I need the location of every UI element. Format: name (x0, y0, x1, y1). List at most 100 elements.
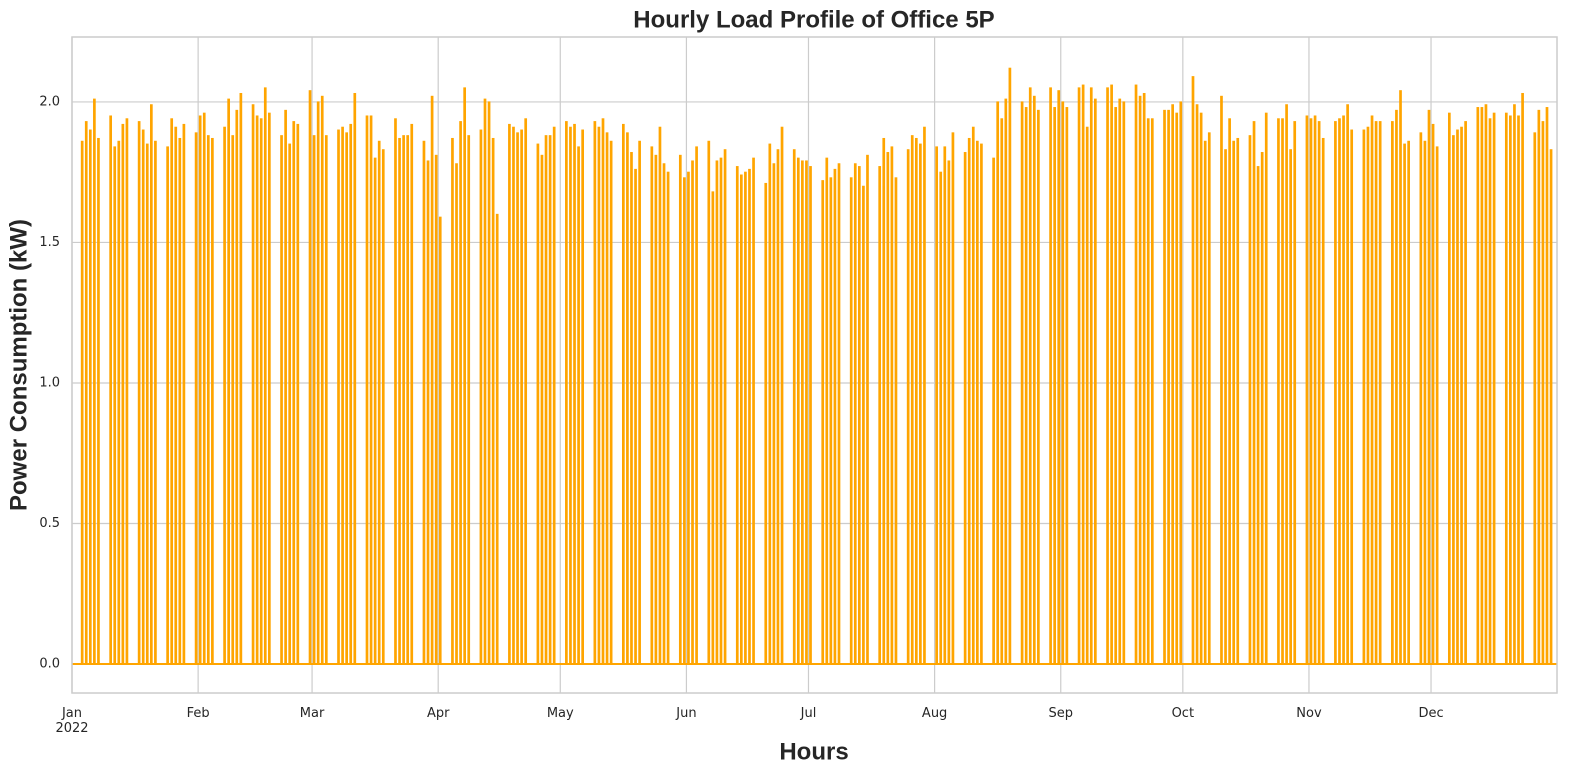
bar (943, 146, 947, 665)
bar (1289, 149, 1293, 665)
bar (971, 126, 975, 665)
bar (1089, 87, 1093, 665)
bar (1447, 112, 1451, 665)
bar (251, 104, 255, 665)
bar (1203, 140, 1207, 665)
bar (1391, 121, 1394, 665)
x-tick-label: Mar (300, 706, 325, 721)
bar (174, 126, 178, 665)
bar (455, 163, 458, 665)
bar (263, 87, 267, 665)
bar (739, 174, 743, 665)
y-tick-label: 0.0 (39, 657, 60, 672)
bar (1134, 84, 1138, 665)
bar (890, 146, 894, 665)
bar (1513, 104, 1516, 665)
bar (935, 146, 939, 665)
bar (638, 140, 641, 665)
bar (255, 115, 259, 665)
bar (231, 135, 235, 665)
bar (621, 123, 625, 665)
bar (829, 177, 833, 665)
plot-frame (71, 36, 1558, 694)
bar (780, 126, 784, 665)
bar (337, 129, 340, 665)
bar (947, 160, 951, 665)
bar (487, 101, 491, 665)
bar (1545, 107, 1549, 665)
bar (369, 115, 373, 665)
bar (422, 140, 426, 665)
bar (1163, 109, 1166, 665)
bar (1317, 121, 1321, 665)
bar (349, 123, 353, 665)
bar (967, 137, 971, 665)
bar (1248, 135, 1252, 665)
bar (939, 171, 943, 665)
bar (80, 140, 84, 665)
bar (837, 163, 841, 665)
bar (833, 168, 837, 665)
bar (992, 157, 995, 665)
bar (296, 123, 300, 665)
bar (1504, 112, 1508, 665)
bar (109, 115, 113, 665)
bar (666, 171, 670, 665)
bar (1435, 146, 1439, 665)
bar (687, 171, 690, 665)
bar (288, 143, 292, 665)
bar (227, 98, 231, 665)
bar (801, 160, 804, 665)
bar (1175, 112, 1179, 665)
bar (1179, 101, 1183, 665)
bar (853, 163, 857, 665)
bar (1053, 107, 1057, 665)
bar (878, 166, 882, 665)
bar (536, 143, 540, 665)
bar (459, 121, 462, 665)
bar (882, 137, 886, 665)
bar (1191, 76, 1195, 665)
bar (341, 126, 344, 665)
bar (202, 112, 206, 665)
bar (573, 123, 576, 665)
bar (1403, 143, 1406, 665)
bar (137, 121, 141, 665)
bar (483, 98, 487, 665)
bar (1488, 118, 1492, 665)
bar (1236, 137, 1240, 665)
bar (923, 126, 926, 665)
bar (1008, 67, 1012, 665)
bar (1024, 107, 1028, 665)
bar (975, 140, 979, 665)
bar (1028, 87, 1032, 665)
bar (1114, 107, 1118, 665)
bar (626, 132, 629, 665)
x-tick-label: Oct (1172, 706, 1194, 721)
bar (1423, 140, 1427, 665)
x-tick-label: Jun (675, 706, 696, 721)
bar (239, 92, 243, 665)
bar (1374, 121, 1378, 665)
bar (719, 157, 723, 665)
bar (154, 140, 157, 665)
bar (1252, 121, 1256, 665)
bar (597, 126, 601, 665)
bar (1150, 118, 1154, 665)
bar (1224, 149, 1227, 665)
chart-title: Hourly Load Profile of Office 5P (633, 6, 994, 33)
bar (1427, 109, 1431, 665)
bar (166, 146, 169, 665)
bar (1484, 104, 1488, 665)
bar (198, 115, 202, 665)
bar (1362, 129, 1366, 665)
bar (194, 132, 198, 665)
bar (1122, 101, 1126, 665)
bar (1146, 118, 1150, 665)
bar (267, 112, 271, 665)
bar (280, 135, 283, 665)
bar (540, 154, 544, 665)
bar (919, 143, 922, 665)
bar (1106, 87, 1109, 665)
